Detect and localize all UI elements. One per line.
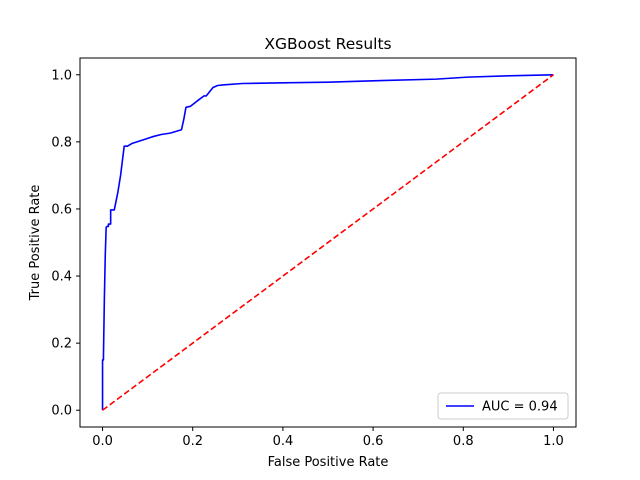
roc-curve-line	[101, 73, 554, 411]
y-tick-label: 0.4	[51, 270, 72, 285]
x-tick-label: 0.0	[92, 434, 113, 449]
y-axis-label: True Positive Rate	[28, 185, 43, 302]
y-tick-label: 0.6	[51, 202, 72, 217]
y-tick-label: 0.0	[51, 404, 72, 419]
legend: AUC = 0.94	[437, 392, 569, 420]
x-axis-ticks: 0.0 0.2 0.4 0.6 0.8 1.0	[92, 427, 564, 449]
x-tick-label: 0.8	[453, 434, 474, 449]
x-tick-label: 0.4	[273, 434, 294, 449]
plot-frame	[79, 57, 577, 428]
x-axis-label: False Positive Rate	[268, 455, 389, 470]
chance-diagonal-line	[102, 74, 554, 411]
x-tick-label: 0.6	[363, 434, 384, 449]
legend-box	[437, 392, 569, 420]
plot-area	[79, 57, 577, 428]
y-tick-label: 1.0	[51, 68, 72, 83]
y-tick-label: 0.2	[51, 337, 72, 352]
x-tick-label: 1.0	[543, 434, 564, 449]
legend-label: AUC = 0.94	[482, 400, 558, 415]
x-tick-label: 0.2	[182, 434, 203, 449]
y-tick-label: 0.8	[51, 135, 72, 150]
chart-title: XGBoost Results	[264, 35, 391, 53]
y-axis-ticks: 0.0 0.2 0.4 0.6 0.8 1.0	[51, 68, 80, 419]
